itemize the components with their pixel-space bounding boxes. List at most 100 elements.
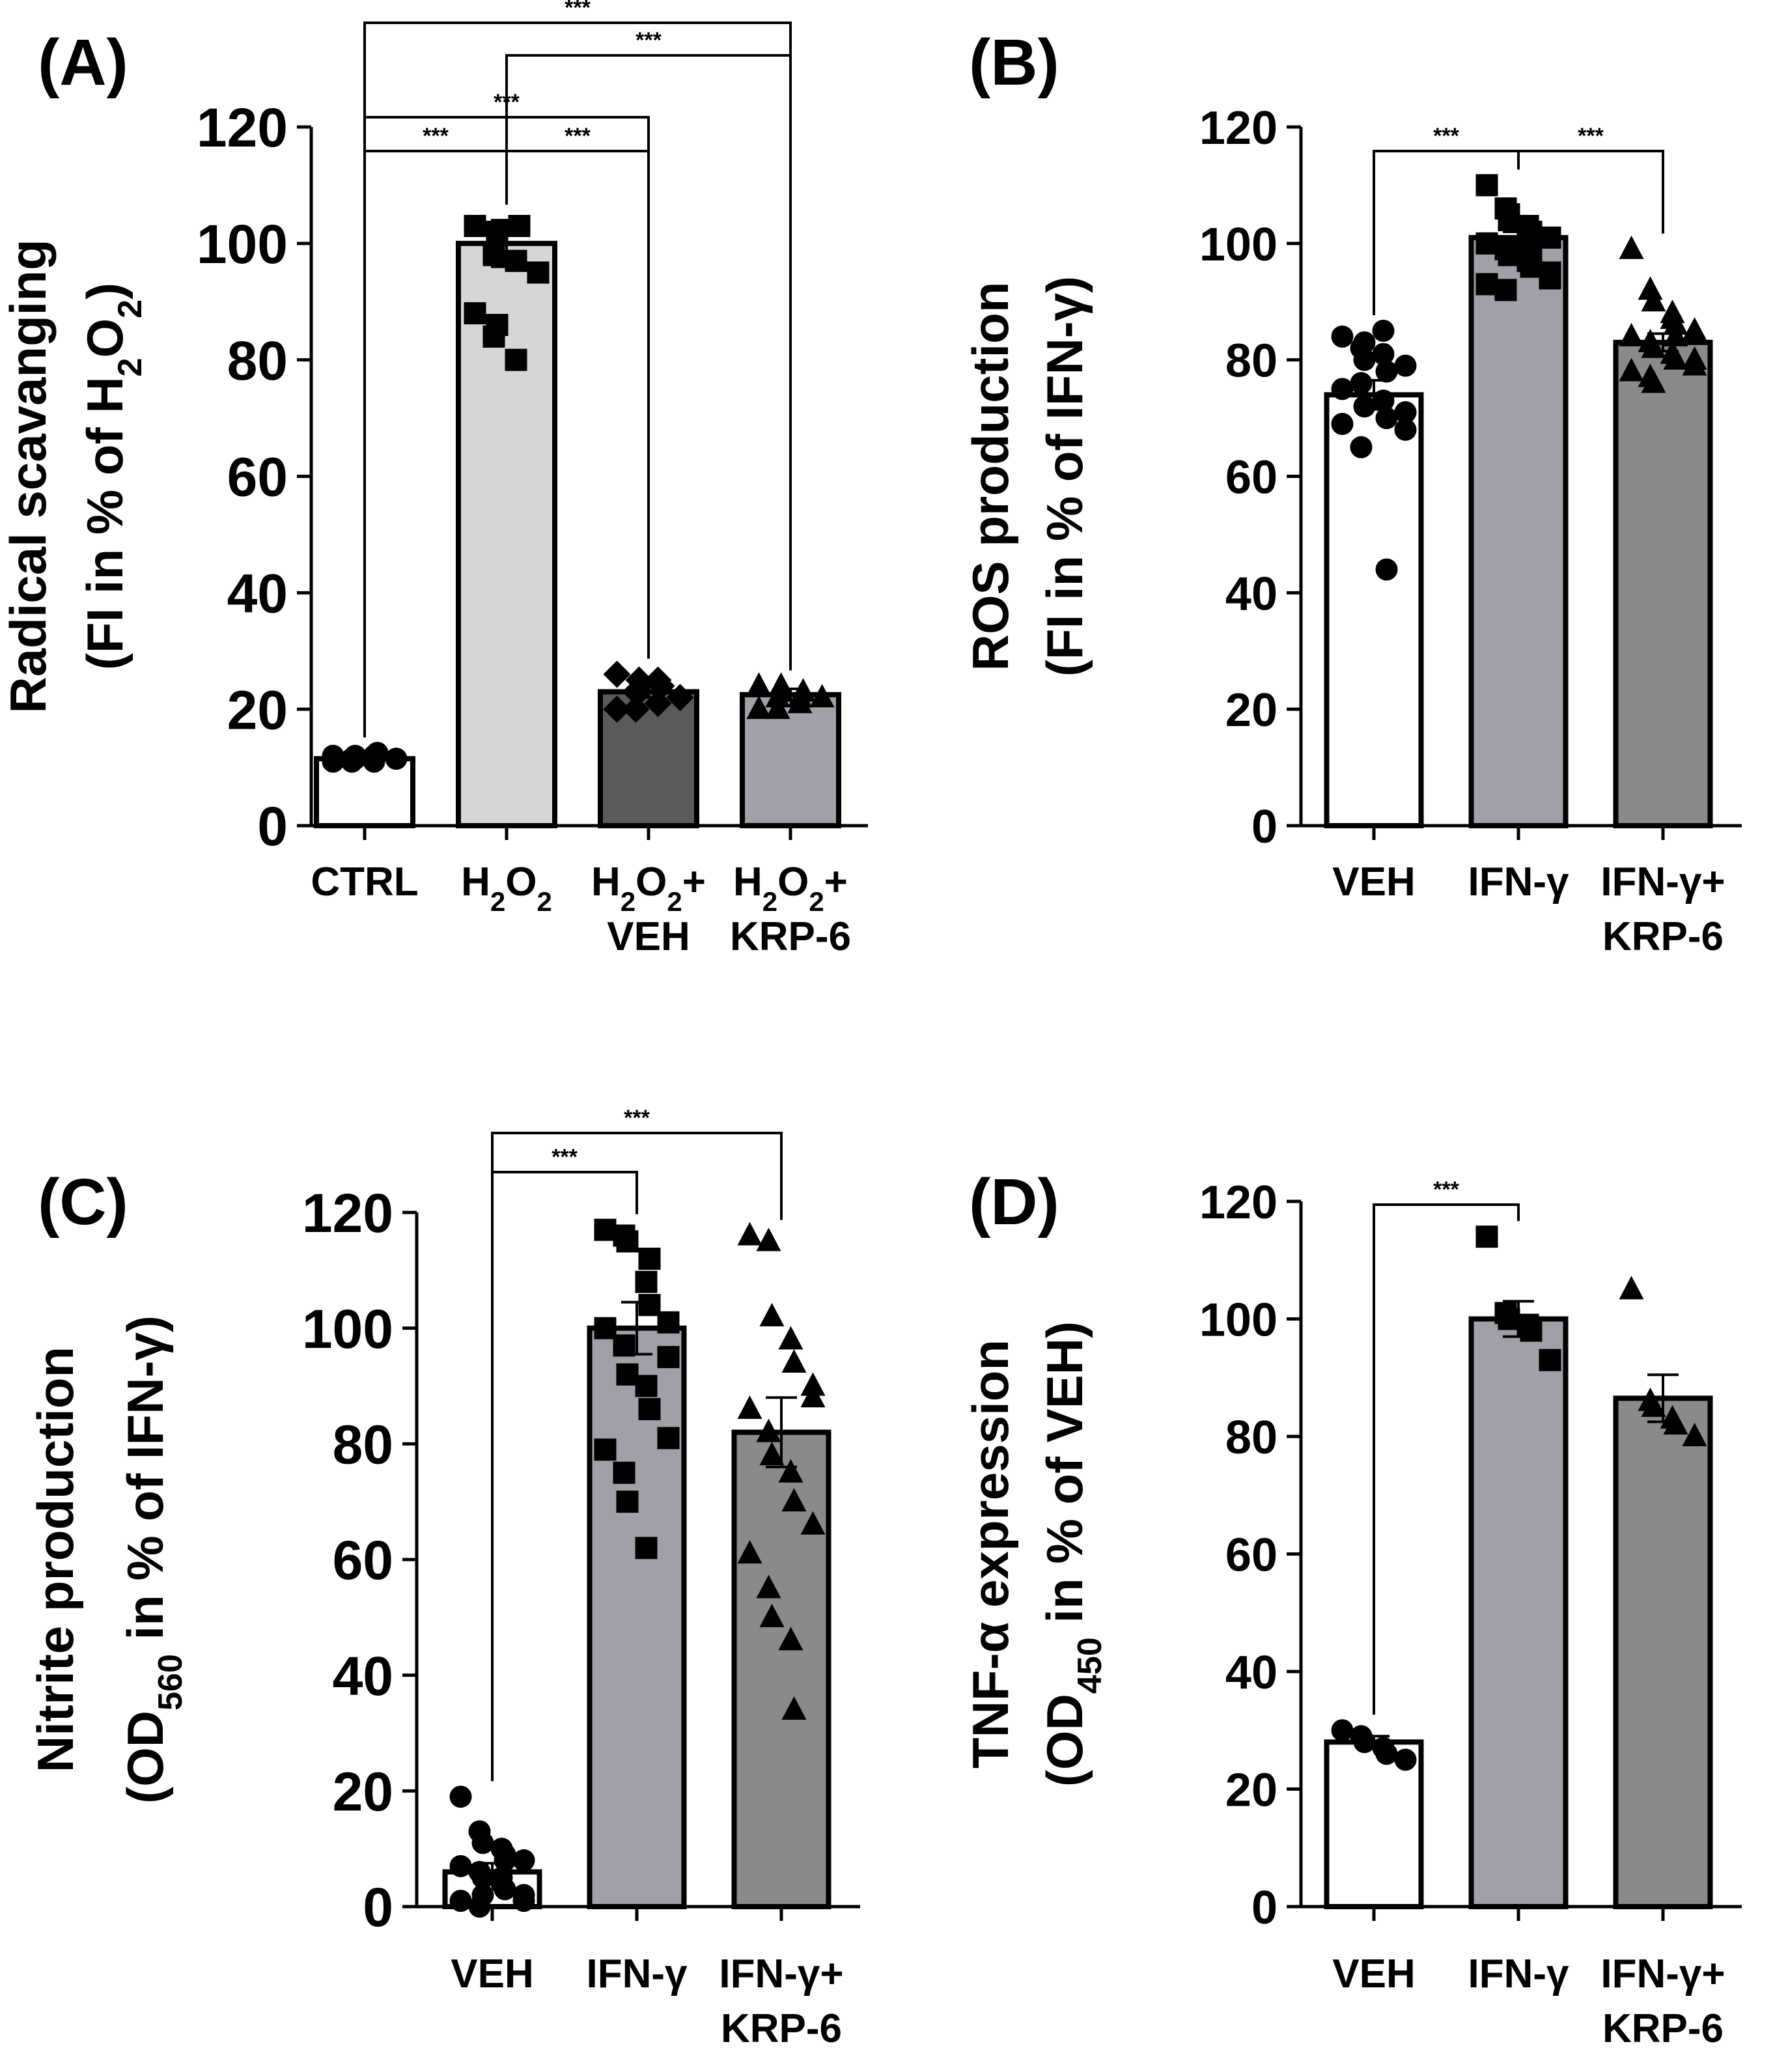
data-point <box>603 695 631 723</box>
text-part: CTRL <box>311 860 418 904</box>
subscript: 2 <box>111 358 149 377</box>
y-tick-label: 60 <box>227 447 288 508</box>
data-point <box>1539 226 1561 249</box>
data-point <box>778 1627 803 1651</box>
data-point <box>1353 1731 1376 1754</box>
subscript: 2 <box>621 886 636 917</box>
data-point <box>1353 395 1376 418</box>
text-part: IFN-γ+ <box>1600 1952 1725 1996</box>
data-point <box>1375 360 1398 383</box>
subscript: 2 <box>809 886 824 917</box>
bar <box>1468 1316 1569 1909</box>
text-part: IFN-γ <box>587 1952 688 1996</box>
y-tick-label: 60 <box>333 1530 393 1591</box>
panel-b: (B) 0 20 40 60 80 100 120 ROS production (FI in … <box>962 26 1742 959</box>
significance-label: *** <box>636 28 662 53</box>
data-point <box>1539 1349 1561 1371</box>
data-point <box>471 1884 494 1907</box>
data-point <box>622 695 650 723</box>
data-point <box>1353 331 1376 354</box>
data-point <box>1372 389 1395 412</box>
category-label: KRP-6 <box>721 2006 842 2051</box>
data-point <box>1375 558 1398 581</box>
data-point <box>756 1227 781 1252</box>
data-point <box>1494 279 1517 301</box>
y-tick-label: 100 <box>1199 1294 1278 1346</box>
data-point <box>1682 1423 1707 1446</box>
text-part: ) <box>76 283 133 300</box>
data-point <box>800 1511 826 1535</box>
data-point <box>594 1218 617 1241</box>
bar <box>1324 392 1424 828</box>
data-point <box>1372 319 1395 342</box>
data-point <box>1331 413 1354 436</box>
data-point <box>1394 401 1417 424</box>
data-point <box>616 1491 639 1513</box>
text-part: KRP-6 <box>1602 914 1724 959</box>
y-tick-label: 20 <box>227 679 288 740</box>
category-label: KRP-6 <box>730 914 851 959</box>
data-point <box>800 1384 826 1408</box>
panel-c-label: (C) <box>38 1166 128 1239</box>
data-point <box>759 1302 785 1326</box>
data-point <box>765 695 790 720</box>
y-tick-label: 20 <box>333 1761 393 1823</box>
text-part: KRP-6 <box>1602 2006 1724 2051</box>
text-part: IFN-γ+ <box>719 1952 843 1996</box>
data-point <box>486 314 509 337</box>
y-tick-label: 20 <box>1225 684 1278 736</box>
category-label: VEH <box>451 1952 533 1996</box>
data-point <box>508 215 531 238</box>
data-point <box>1475 174 1498 197</box>
data-point <box>1394 1748 1417 1771</box>
data-point <box>603 660 631 688</box>
bar <box>1468 234 1569 828</box>
data-point <box>464 302 486 325</box>
y-tick-label: 0 <box>257 796 288 857</box>
data-point <box>1498 1308 1520 1330</box>
text-part: in % of IFN-γ) <box>117 1315 174 1654</box>
data-point <box>1394 354 1417 377</box>
significance-bracket <box>1517 150 1664 234</box>
y-axis-title: TNF-α expression <box>962 1339 1019 1769</box>
data-point <box>1331 378 1354 400</box>
data-point <box>781 1696 807 1720</box>
data-point <box>505 348 527 371</box>
text-part: + <box>824 860 848 904</box>
y-tick-label: 80 <box>333 1414 393 1476</box>
data-point <box>635 1375 658 1397</box>
data-point <box>1682 316 1707 341</box>
significance-bracket <box>1373 1203 1520 1715</box>
category-label: H2O2+ <box>733 860 848 917</box>
y-tick-label: 80 <box>227 330 288 391</box>
category-label: IFN-γ <box>1468 1952 1570 1996</box>
text-part: VEH <box>451 1952 533 1996</box>
data-point <box>759 1442 785 1466</box>
y-tick-label: 120 <box>1199 102 1278 154</box>
data-point <box>778 1326 803 1350</box>
data-point <box>1498 244 1520 266</box>
subscript: 2 <box>537 886 552 917</box>
data-point <box>1619 1276 1644 1300</box>
category-label: IFN-γ <box>587 1952 688 1996</box>
y-tick-label: 60 <box>1225 451 1278 503</box>
text-part: in % of VEH) <box>1036 1321 1093 1637</box>
bar <box>456 240 557 829</box>
data-point <box>1331 325 1354 348</box>
significance-label: *** <box>1578 124 1604 148</box>
panel-c: (C) 0 20 40 60 80 100 120 Nitrite production (OD… <box>27 1106 860 2051</box>
data-point <box>657 1311 680 1334</box>
data-point <box>1641 369 1666 393</box>
text-part: O <box>505 860 537 904</box>
category-label: IFN-γ+ <box>1600 1952 1725 1996</box>
category-label: VEH <box>1332 860 1415 904</box>
y-tick-label: 40 <box>1225 1647 1278 1699</box>
data-point <box>809 684 835 708</box>
y-tick-label: 40 <box>227 563 288 624</box>
text-part: H <box>461 860 490 904</box>
data-point <box>344 748 367 770</box>
subscript: 2 <box>111 300 149 318</box>
data-point <box>657 1427 680 1449</box>
text-part: O <box>636 860 667 904</box>
subscript: 2 <box>667 886 682 917</box>
